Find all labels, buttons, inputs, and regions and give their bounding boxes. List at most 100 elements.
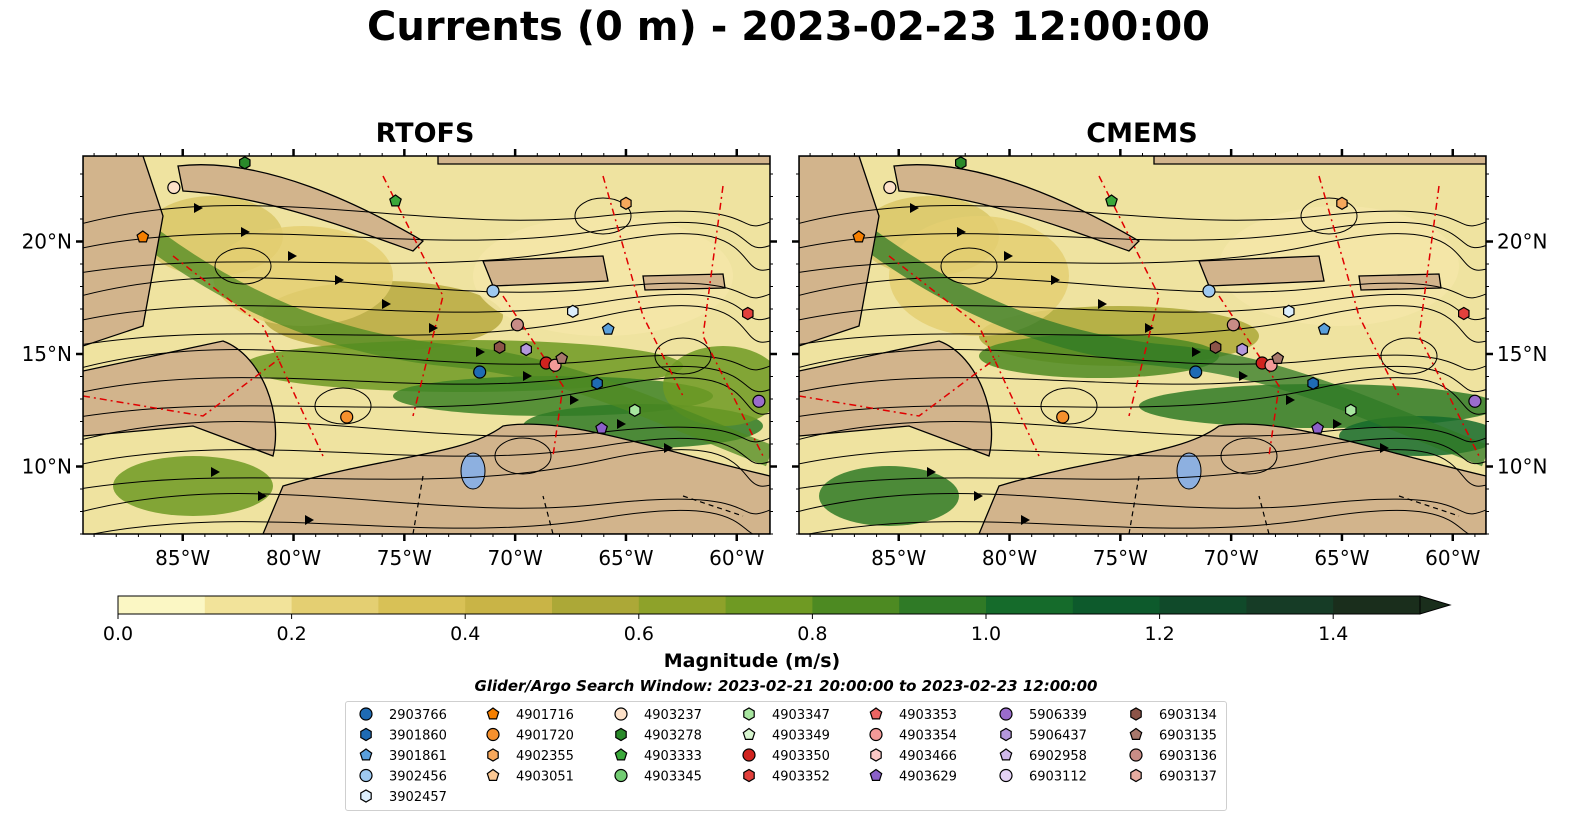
rtofs-map-panel: 85°W 80°W 75°W 70°W 65°W 60°W 20°N 15°N 10°N xyxy=(22,149,785,570)
lat-label: 20°N xyxy=(22,230,72,254)
flow-arrow xyxy=(241,227,250,237)
eez-line xyxy=(1418,185,1480,457)
legend-marker-4903237 xyxy=(614,707,628,721)
float-marker-4901716 xyxy=(136,230,150,243)
float-marker-5906437 xyxy=(520,342,532,357)
lon-label: 75°W xyxy=(377,546,432,570)
lon-label: 80°W xyxy=(266,546,321,570)
flow-arrow xyxy=(570,395,579,405)
legend-entry-label: 4901720 xyxy=(516,729,574,744)
lon-label: 70°W xyxy=(1204,546,1259,570)
legend-marker-5906437 xyxy=(1000,727,1012,742)
eez-line xyxy=(382,175,444,417)
speed-contour xyxy=(113,456,273,516)
colorbar-segment xyxy=(1333,596,1421,614)
flow-arrow xyxy=(1239,371,1248,381)
flow-arrow xyxy=(927,467,936,477)
colorbar-segment xyxy=(899,596,987,614)
streamline xyxy=(806,509,1486,534)
streamline xyxy=(799,365,1486,393)
float-marker-4903629 xyxy=(595,421,609,434)
eez-line xyxy=(602,175,684,397)
colorbar-segment xyxy=(725,596,813,614)
float-marker-4902355 xyxy=(1336,196,1348,210)
cmems-map-panel: 85°W 80°W 75°W 70°W 65°W 60°W 20°N 15°N 10°N xyxy=(792,149,1547,570)
legend-marker-4903347 xyxy=(743,707,755,721)
flow-arrow xyxy=(305,515,314,525)
speed-contour xyxy=(1219,206,1459,326)
streamline xyxy=(83,233,770,273)
lon-label: 75°W xyxy=(1093,546,1148,570)
legend-entry-label: 6903134 xyxy=(1159,708,1217,723)
flow-arrow xyxy=(1333,419,1342,429)
flow-arrow xyxy=(910,203,919,213)
flow-arrow xyxy=(258,491,267,501)
flow-arrow xyxy=(1021,515,1030,525)
lake-maracaibo xyxy=(1176,452,1202,490)
legend-marker-3902456 xyxy=(359,768,373,783)
flow-arrow xyxy=(957,227,966,237)
float-marker-4903352 xyxy=(742,306,754,321)
float-marker-3902456 xyxy=(1202,284,1216,298)
colorbar-extend-arrow xyxy=(1419,595,1452,615)
eddy-streamline xyxy=(940,247,998,285)
legend-marker-6903112 xyxy=(999,768,1013,783)
legend-marker-6903134 xyxy=(1130,707,1142,721)
panel-title-cmems: CMEMS xyxy=(1086,118,1198,149)
legend-entry-label: 4903051 xyxy=(516,770,574,785)
streamline xyxy=(799,377,1486,417)
legend-entry-label: 5906339 xyxy=(1029,708,1087,723)
float-marker-4901720 xyxy=(1056,410,1070,424)
lat-label: 10°N xyxy=(22,455,72,479)
float-marker-4903333 xyxy=(1105,194,1118,207)
panel-title-rtofs: RTOFS xyxy=(375,118,475,149)
float-marker-4901720 xyxy=(340,410,354,424)
legend-marker-4903350 xyxy=(742,748,756,762)
colorbar-tick-label: 0.8 xyxy=(797,623,827,645)
flow-arrow xyxy=(974,491,983,501)
flow-arrow xyxy=(335,275,344,285)
legend-entry-label: 4903237 xyxy=(644,708,702,723)
legend-marker-3902457 xyxy=(360,789,372,803)
land-mass xyxy=(978,423,1486,534)
legend-marker-4902355 xyxy=(487,748,499,762)
country-border xyxy=(1128,475,1460,534)
figure-title: Currents (0 m) - 2023-02-23 12:00:00 xyxy=(367,4,1210,50)
flow-arrow xyxy=(211,467,220,477)
legend-marker-4903333 xyxy=(614,748,628,761)
streamline xyxy=(83,437,770,465)
streamline xyxy=(799,305,1486,345)
colorbar-segment xyxy=(465,596,553,614)
colorbar-segment xyxy=(986,596,1074,614)
legend-marker-6902958 xyxy=(999,748,1013,761)
legend-entry-label: 4903350 xyxy=(772,749,830,764)
land-mass xyxy=(83,340,277,457)
legend-entry-label: 4903278 xyxy=(644,729,702,744)
eddy-streamline xyxy=(654,337,712,375)
flow-arrow xyxy=(1192,347,1201,357)
colorbar-tick-label: 1.2 xyxy=(1144,623,1174,645)
float-marker-4901716 xyxy=(852,230,866,243)
lon-label: 80°W xyxy=(982,546,1037,570)
colorbar-segment xyxy=(552,596,640,614)
legend-entry-label: 5906437 xyxy=(1029,729,1087,744)
colorbar-segment xyxy=(1246,596,1334,614)
legend-entries: 2903766 3901860 3901861 3902456 3902457 49017… xyxy=(359,707,1217,805)
float-marker-3901860 xyxy=(591,376,603,390)
land-mass xyxy=(83,156,164,347)
legend-entry-label: 6903112 xyxy=(1029,770,1087,785)
float-marker-6903134 xyxy=(493,340,506,354)
float-marker-6903112 xyxy=(773,263,785,275)
eez-line xyxy=(1318,175,1400,397)
float-marker-6903112 xyxy=(1489,263,1501,275)
float-marker-4902355 xyxy=(620,196,632,210)
streamline xyxy=(90,509,770,534)
colorbar-tick-label: 0.0 xyxy=(103,623,133,645)
streamline xyxy=(83,349,770,371)
colorbar-segment xyxy=(1072,596,1161,614)
streamline xyxy=(83,421,770,443)
float-marker-4903347 xyxy=(1345,403,1357,417)
legend-entry-label: 3901861 xyxy=(389,749,447,764)
land-mass xyxy=(799,156,880,347)
eez-line xyxy=(1098,175,1160,417)
